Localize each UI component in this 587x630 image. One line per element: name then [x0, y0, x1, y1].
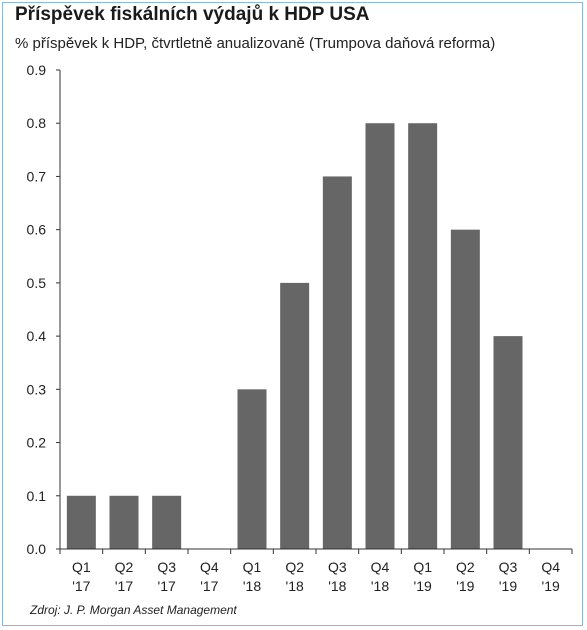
y-tick-label: 0.8 [27, 115, 47, 131]
bar [280, 282, 310, 549]
bar [152, 495, 182, 549]
x-tick-label-quarter: Q4 [541, 559, 560, 575]
y-tick-label: 0.2 [27, 435, 47, 451]
x-tick-label-year: '17 [115, 578, 133, 594]
bar [237, 389, 267, 549]
y-tick-label: 0.0 [27, 541, 47, 557]
x-tick-label-year: '17 [72, 578, 90, 594]
x-tick-label-year: '18 [286, 578, 304, 594]
y-tick-label: 0.1 [27, 488, 47, 504]
x-tick-label-year: '19 [414, 578, 432, 594]
x-tick-label-quarter: Q1 [413, 559, 432, 575]
x-tick-label-quarter: Q4 [200, 559, 219, 575]
x-tick-label-quarter: Q1 [243, 559, 262, 575]
y-tick-label: 0.5 [27, 275, 47, 291]
x-tick-label-quarter: Q2 [456, 559, 475, 575]
y-tick-label: 0.3 [27, 381, 47, 397]
y-axis: 0.0 0.1 0.2 0.3 0.4 0.5 0.6 0.7 0.8 0.9 [27, 62, 61, 557]
bar [408, 123, 438, 549]
chart-title: Příspěvek fiskálních výdajů k HDP USA [15, 4, 370, 25]
y-tick-label: 0.6 [27, 222, 47, 238]
x-tick-label-year: '17 [200, 578, 218, 594]
x-tick-label-year: '19 [542, 578, 560, 594]
y-tick-label: 0.4 [27, 328, 47, 344]
x-tick-label-quarter: Q1 [72, 559, 91, 575]
chart-subtitle: % příspěvek k HDP, čtvrtletně anualizova… [15, 35, 496, 52]
x-tick-label-year: '17 [158, 578, 176, 594]
bar [66, 495, 96, 549]
x-tick-label-year: '19 [456, 578, 474, 594]
x-tick-label-quarter: Q3 [499, 559, 518, 575]
bar [322, 176, 352, 549]
x-tick-label-quarter: Q3 [157, 559, 176, 575]
y-tick-label: 0.9 [27, 62, 47, 78]
x-tick-label-year: '19 [499, 578, 517, 594]
bars-group [66, 123, 523, 549]
source-note: Zdroj: J. P. Morgan Asset Management [30, 603, 237, 617]
x-tick-label-quarter: Q2 [285, 559, 304, 575]
x-tick-label-year: '18 [328, 578, 346, 594]
x-tick-label-quarter: Q3 [328, 559, 347, 575]
bar [450, 229, 480, 549]
bar [365, 123, 395, 549]
y-tick-label: 0.7 [27, 168, 47, 184]
x-tick-label-year: '18 [243, 578, 261, 594]
bar [109, 495, 139, 549]
x-tick-label-quarter: Q4 [371, 559, 390, 575]
x-tick-label-quarter: Q2 [115, 559, 134, 575]
bar [493, 336, 523, 549]
x-tick-label-year: '18 [371, 578, 389, 594]
x-axis: Q1 '17 Q2 '17 Q3 '17 Q4 '17 Q1 '18 Q2 '18 Q3 '18 Q4 '18… [59, 548, 573, 594]
